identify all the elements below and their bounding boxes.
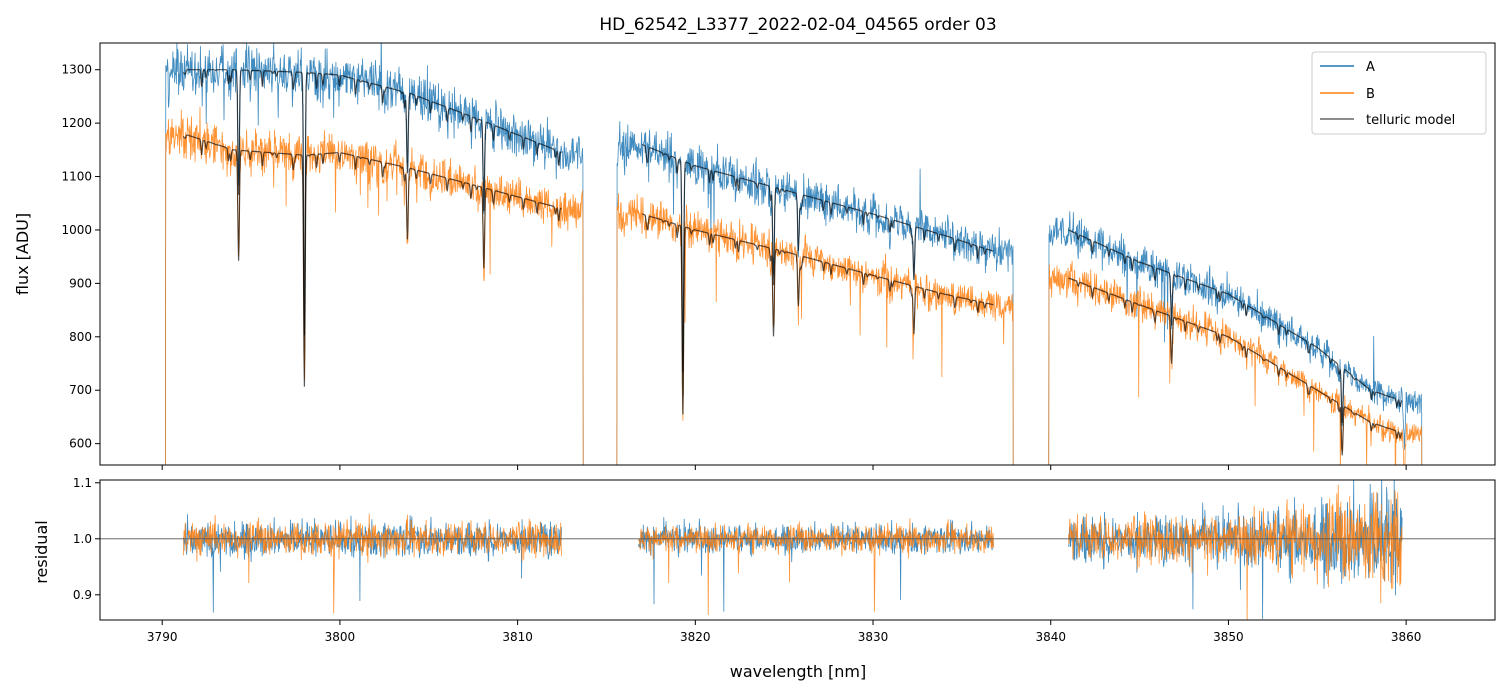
- x-tick-label: 3800: [325, 630, 356, 644]
- top-plot-area: [164, 43, 1423, 465]
- residual-b-segment-2: [638, 518, 994, 616]
- x-tick-label: 3790: [147, 630, 178, 644]
- telluric-model-b-segment-2: [641, 213, 994, 415]
- bottom-y-tick-label: 1.1: [73, 476, 92, 490]
- legend-label-telluric: telluric model: [1366, 113, 1455, 128]
- telluric-model-b-segment-1: [182, 134, 562, 387]
- top-axes-frame: [99, 42, 1496, 466]
- top-y-axis-label: flux [ADU]: [13, 213, 32, 295]
- bottom-plot-area: [100, 480, 1495, 620]
- top-y-tick-label: 900: [69, 276, 92, 290]
- residual-b-segment-1: [183, 513, 562, 614]
- top-y-ticks: 600 700 800 900 1000 1100 1200 1300: [61, 63, 100, 451]
- x-tick-label: 3830: [858, 630, 889, 644]
- bottom-y-ticks: 0.9 1.0 1.1: [73, 476, 100, 602]
- legend-box: [1311, 51, 1487, 135]
- x-tick-label: 3840: [1035, 630, 1066, 644]
- legend: A B telluric model: [1311, 51, 1487, 135]
- telluric-model-a-segment-1: [182, 69, 562, 336]
- bottom-y-axis-label: residual: [32, 520, 51, 583]
- top-x-ticks: [161, 465, 1407, 470]
- x-tick-label: 3850: [1213, 630, 1244, 644]
- legend-label-b: B: [1366, 87, 1375, 102]
- series-a-segment-1: [164, 43, 584, 465]
- top-y-tick-label: 1300: [61, 63, 92, 77]
- telluric-model-b-segment-3: [1068, 277, 1403, 456]
- bottom-y-tick-label: 1.0: [73, 532, 92, 546]
- top-y-tick-label: 1100: [61, 170, 92, 184]
- chart-title: HD_62542_L3377_2022-02-04_04565 order 03: [599, 15, 996, 35]
- top-y-tick-label: 800: [69, 330, 92, 344]
- top-y-tick-label: 1200: [61, 116, 92, 130]
- bottom-axes-frame: [99, 479, 1496, 621]
- bottom-y-tick-label: 0.9: [73, 588, 92, 602]
- bottom-x-ticks: 3790 3800 3810 3820 3830 3840 3850 3860: [147, 620, 1421, 644]
- legend-label-a: A: [1366, 60, 1375, 75]
- telluric-model-a-segment-3: [1068, 229, 1403, 424]
- telluric-model-a-segment-2: [641, 143, 994, 373]
- x-tick-label: 3820: [680, 630, 711, 644]
- x-tick-label: 3860: [1391, 630, 1422, 644]
- top-y-tick-label: 700: [69, 383, 92, 397]
- top-y-tick-label: 600: [69, 437, 92, 451]
- x-axis-label: wavelength [nm]: [730, 662, 867, 681]
- series-b-segment-1: [165, 106, 584, 465]
- top-y-tick-label: 1000: [61, 223, 92, 237]
- x-tick-label: 3810: [502, 630, 533, 644]
